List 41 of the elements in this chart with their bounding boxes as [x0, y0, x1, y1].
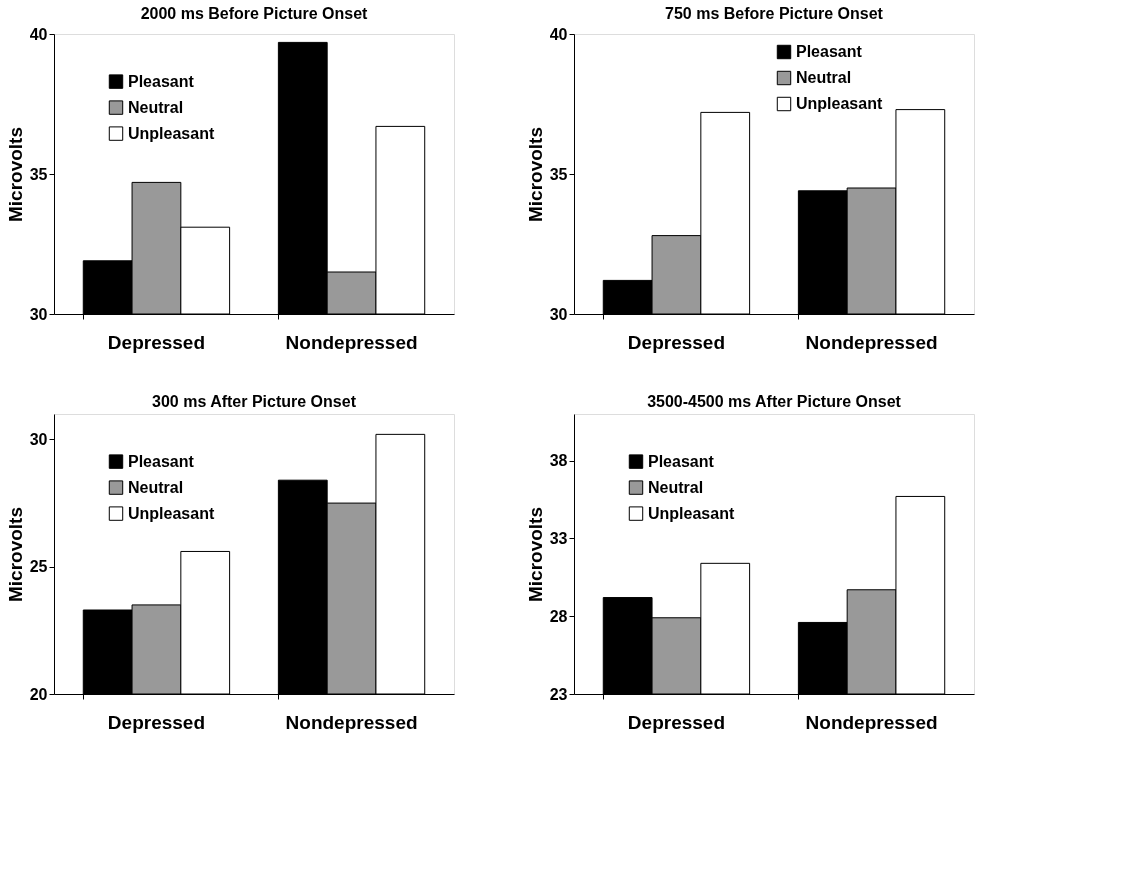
- legend-label: Pleasant: [648, 452, 715, 470]
- y-tick-label: 30: [29, 305, 48, 323]
- y-tick-label: 23: [549, 685, 568, 703]
- y-tick-label: 33: [549, 529, 568, 547]
- legend-label: Unpleasant: [128, 504, 215, 522]
- y-tick-label: 35: [549, 165, 568, 183]
- x-tick-label: Nondepressed: [805, 331, 938, 353]
- legend-label: Neutral: [128, 478, 184, 496]
- y-tick-label: 35: [29, 165, 48, 183]
- x-tick-label: Depressed: [107, 331, 206, 353]
- chart-title: 300 ms After Picture Onset: [152, 393, 357, 410]
- legend-label: Pleasant: [796, 43, 863, 60]
- y-tick-label: 30: [29, 430, 48, 448]
- x-tick-label: Depressed: [627, 711, 726, 733]
- y-axis-title: Microvolts: [524, 506, 546, 603]
- y-tick-label: 30: [549, 305, 568, 323]
- x-tick-label: Depressed: [107, 711, 206, 733]
- chart-title: 750 ms Before Picture Onset: [665, 5, 884, 22]
- legend-label: Neutral: [648, 478, 704, 496]
- y-axis-title: Microvolts: [4, 506, 26, 603]
- x-tick-label: Nondepressed: [285, 711, 418, 733]
- y-axis-title: Microvolts: [524, 126, 546, 223]
- legend-label: Pleasant: [128, 452, 195, 470]
- legend-label: Unpleasant: [128, 124, 215, 142]
- chart-title: 3500-4500 ms After Picture Onset: [647, 393, 902, 410]
- x-tick-label: Depressed: [627, 331, 726, 353]
- legend-label: Unpleasant: [648, 504, 735, 522]
- legend-label: Pleasant: [128, 72, 195, 90]
- legend-label: Unpleasant: [796, 95, 883, 112]
- y-tick-label: 40: [549, 25, 568, 43]
- y-tick-label: 20: [29, 685, 48, 703]
- legend-label: Neutral: [128, 98, 184, 116]
- y-tick-label: 28: [549, 607, 568, 625]
- legend-label: Neutral: [796, 69, 852, 86]
- y-tick-label: 38: [549, 452, 568, 470]
- y-axis-title: Microvolts: [4, 126, 26, 223]
- chart-title: 2000 ms Before Picture Onset: [140, 5, 369, 22]
- x-tick-label: Nondepressed: [805, 711, 938, 733]
- y-tick-label: 25: [29, 558, 48, 576]
- y-tick-label: 40: [29, 25, 48, 43]
- x-tick-label: Nondepressed: [285, 331, 418, 353]
